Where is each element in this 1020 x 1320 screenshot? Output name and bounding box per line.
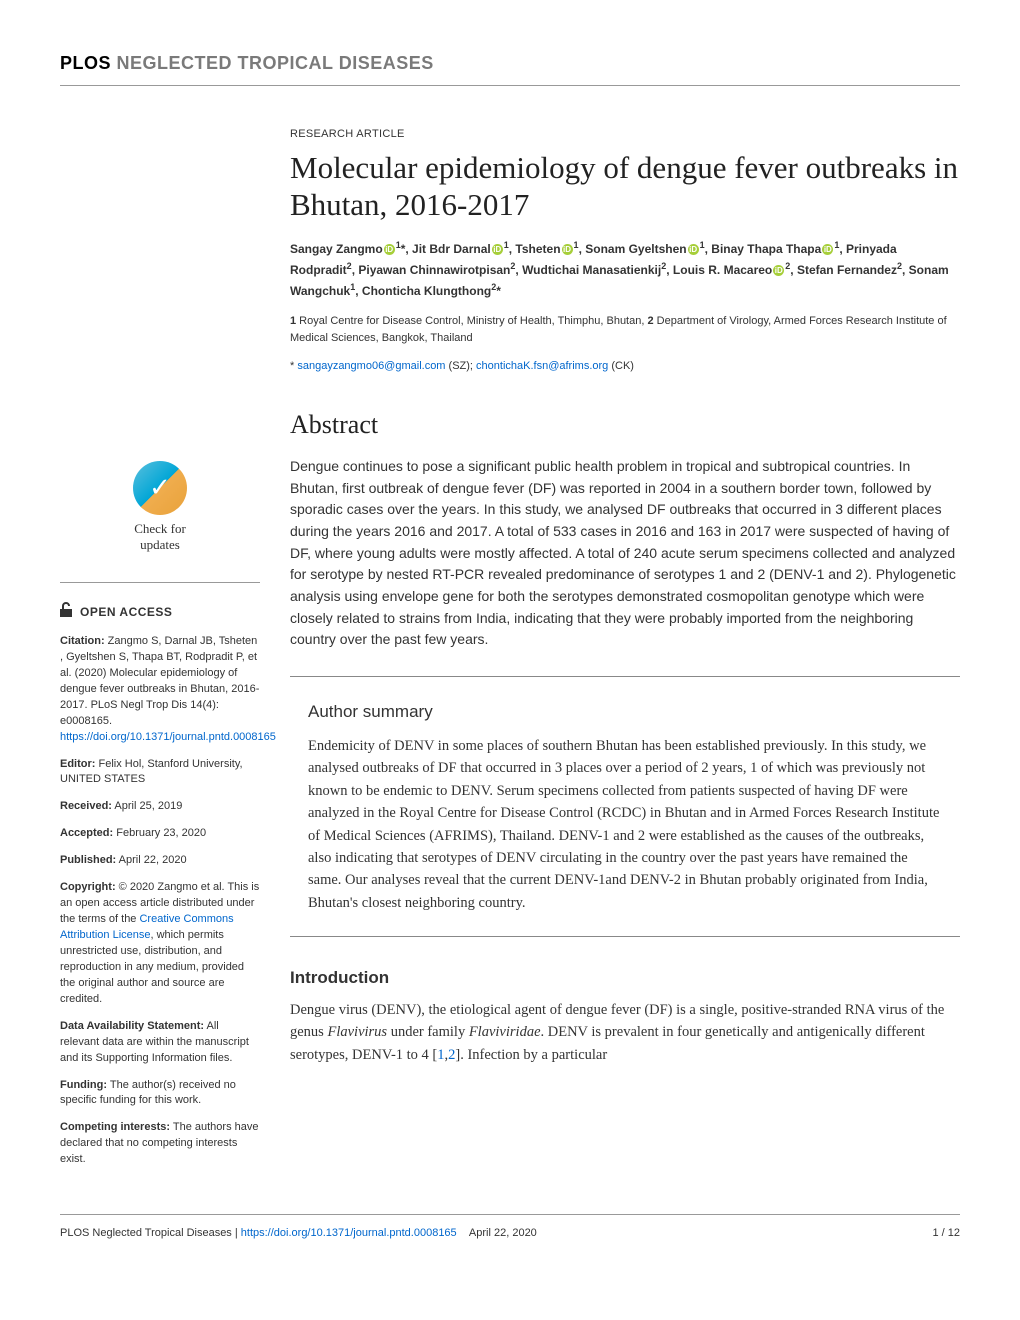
affiliations: 1 Royal Centre for Disease Control, Mini…	[290, 313, 960, 346]
journal-name: PLOS NEGLECTED TROPICAL DISEASES	[60, 50, 960, 77]
check-updates-label: Check forupdates	[60, 521, 260, 552]
abstract-heading: Abstract	[290, 405, 960, 444]
funding-label: Funding:	[60, 1079, 107, 1091]
summary-text: Endemicity of DENV in some places of sou…	[308, 735, 942, 915]
accepted-block: Accepted: February 23, 2020	[60, 826, 260, 842]
main-grid: ✓ Check forupdates OPEN ACCESS Citation:…	[60, 126, 960, 1179]
accepted-label: Accepted:	[60, 827, 113, 839]
footer-journal: PLOS Neglected Tropical Diseases |	[60, 1227, 241, 1239]
data-label: Data Availability Statement:	[60, 1020, 204, 1032]
corr-suffix-2: (CK)	[608, 360, 634, 372]
journal-prefix: PLOS	[60, 53, 111, 73]
data-availability-block: Data Availability Statement: All relevan…	[60, 1019, 260, 1067]
accepted-text: February 23, 2020	[113, 827, 206, 839]
published-block: Published: April 22, 2020	[60, 853, 260, 869]
sidebar-divider	[60, 582, 260, 583]
page-footer: PLOS Neglected Tropical Diseases | https…	[60, 1214, 960, 1242]
funding-block: Funding: The author(s) received no speci…	[60, 1078, 260, 1110]
copyright-block: Copyright: © 2020 Zangmo et al. This is …	[60, 880, 260, 1008]
citation-label: Citation:	[60, 635, 105, 647]
published-label: Published:	[60, 854, 116, 866]
received-label: Received:	[60, 800, 112, 812]
open-lock-icon	[60, 601, 74, 624]
editor-block: Editor: Felix Hol, Stanford University, …	[60, 757, 260, 789]
footer-left: PLOS Neglected Tropical Diseases | https…	[60, 1225, 537, 1242]
published-text: April 22, 2020	[116, 854, 186, 866]
editor-label: Editor:	[60, 758, 95, 770]
introduction-text: Dengue virus (DENV), the etiological age…	[290, 999, 960, 1066]
article-title: Molecular epidemiology of dengue fever o…	[290, 149, 960, 223]
received-block: Received: April 25, 2019	[60, 799, 260, 815]
check-updates-icon: ✓	[133, 461, 187, 515]
corresponding-emails: * sangayzangmo06@gmail.com (SZ); chontic…	[290, 358, 960, 375]
competing-block: Competing interests: The authors have de…	[60, 1120, 260, 1168]
introduction-heading: Introduction	[290, 965, 960, 991]
copyright-label: Copyright:	[60, 881, 116, 893]
authors-list: Sangay ZangmoiD1*, Jit Bdr DarnaliD1, Ts…	[290, 238, 960, 302]
competing-label: Competing interests:	[60, 1121, 170, 1133]
author-summary-box: Author summary Endemicity of DENV in som…	[290, 676, 960, 937]
citation-block: Citation: Zangmo S, Darnal JB, Tsheten ,…	[60, 634, 260, 746]
check-updates-widget[interactable]: ✓ Check forupdates	[60, 461, 260, 552]
journal-suffix: NEGLECTED TROPICAL DISEASES	[117, 53, 434, 73]
sidebar: ✓ Check forupdates OPEN ACCESS Citation:…	[60, 126, 260, 1179]
footer-doi-link[interactable]: https://doi.org/10.1371/journal.pntd.000…	[241, 1227, 457, 1239]
journal-header: PLOS NEGLECTED TROPICAL DISEASES	[60, 50, 960, 86]
citation-doi-link[interactable]: https://doi.org/10.1371/journal.pntd.000…	[60, 731, 276, 743]
corr-email-1[interactable]: sangayzangmo06@gmail.com	[297, 360, 445, 372]
abstract-text: Dengue continues to pose a significant p…	[290, 456, 960, 651]
article-type: RESEARCH ARTICLE	[290, 126, 960, 143]
footer-page-number: 1 / 12	[932, 1225, 960, 1242]
main-content: RESEARCH ARTICLE Molecular epidemiology …	[290, 126, 960, 1179]
summary-heading: Author summary	[308, 699, 942, 725]
page-container: PLOS NEGLECTED TROPICAL DISEASES ✓ Check…	[0, 0, 1020, 1282]
received-text: April 25, 2019	[112, 800, 182, 812]
corr-email-2[interactable]: chontichaK.fsn@afrims.org	[476, 360, 608, 372]
footer-date: April 22, 2020	[469, 1227, 537, 1239]
corr-suffix-1: (SZ);	[445, 360, 476, 372]
citation-text: Zangmo S, Darnal JB, Tsheten , Gyeltshen…	[60, 635, 259, 727]
open-access-badge: OPEN ACCESS	[60, 601, 260, 624]
open-access-label: OPEN ACCESS	[80, 604, 172, 621]
